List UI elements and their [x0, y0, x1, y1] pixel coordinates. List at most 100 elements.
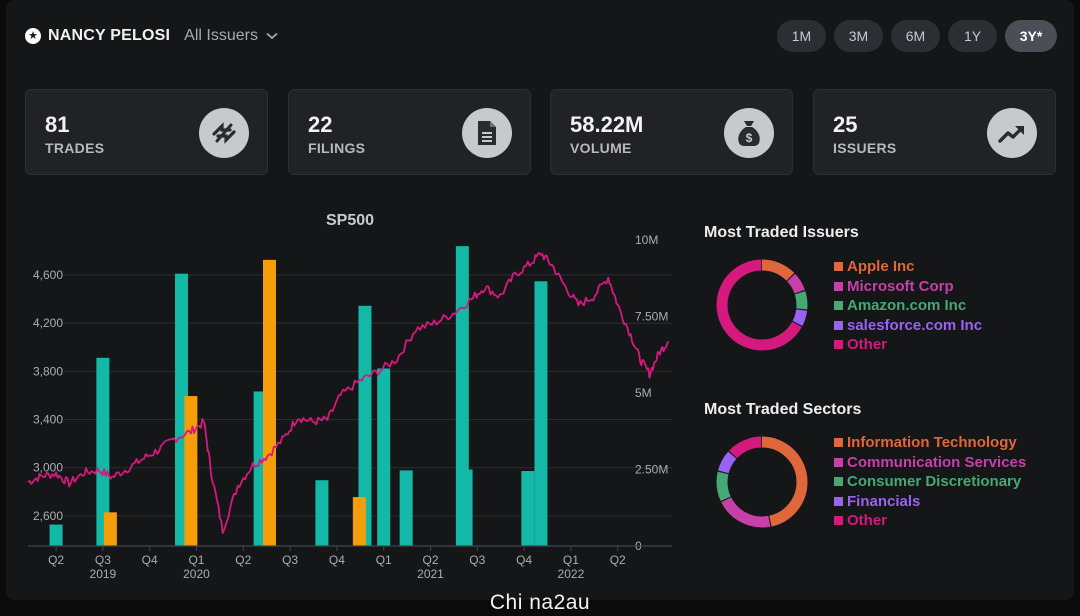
issuer-filter-label: All Issuers	[184, 27, 258, 44]
legend-swatch	[834, 496, 843, 506]
left-axis-tick: 3,800	[33, 364, 63, 378]
legend-item[interactable]: Apple Inc	[834, 257, 982, 277]
legend-swatch	[834, 457, 843, 467]
legend-label: Consumer Discretionary	[847, 473, 1022, 491]
legend-swatch	[834, 516, 843, 526]
stat-card-issuers: 25 ISSUERS	[813, 89, 1056, 175]
quarter-label: Q2	[610, 553, 626, 567]
document-icon	[462, 108, 512, 158]
left-axis-tick: 2,600	[33, 509, 63, 523]
quarter-label: Q3	[469, 553, 485, 567]
year-label: 2021	[417, 567, 444, 581]
donut-slice	[716, 259, 808, 351]
legend-item[interactable]: Amazon.com Inc	[834, 296, 982, 316]
stat-label: FILINGS	[308, 140, 366, 156]
volume-bar	[377, 368, 391, 546]
legend-swatch	[834, 262, 843, 272]
volume-bar	[263, 259, 276, 546]
sp500-line	[27, 252, 670, 535]
legend-label: Microsoft Corp	[847, 277, 954, 295]
right-axis-tick: 7.50M	[635, 310, 668, 324]
legend-swatch	[834, 320, 843, 330]
year-label: 2020	[183, 567, 210, 581]
legend-swatch	[834, 340, 843, 350]
legend-item[interactable]: salesforce.com Inc	[834, 316, 982, 336]
volume-bar	[521, 471, 535, 546]
quarter-label: Q4	[329, 553, 345, 567]
quarter-label: Q2	[235, 553, 251, 567]
right-axis-tick: 5M	[635, 386, 652, 400]
legend-label: Apple Inc	[847, 258, 915, 276]
chevron-down-icon	[266, 32, 278, 40]
period-button-1y[interactable]: 1Y	[948, 20, 997, 52]
arrows-exchange-icon	[199, 108, 249, 158]
legend-swatch	[834, 301, 843, 311]
stat-label: VOLUME	[570, 140, 632, 156]
year-label: 2019	[90, 567, 117, 581]
legend-label: Information Technology	[847, 434, 1017, 452]
volume-bar	[184, 396, 198, 546]
left-axis-tick: 3,400	[33, 413, 63, 427]
sp500-chart: SP500 4,600 4,200 3,800 3,400 3,000 2,600 10M 7…	[25, 206, 675, 586]
politician-name: NANCY PELOSI	[48, 27, 171, 44]
stat-label: TRADES	[45, 140, 105, 156]
issuer-filter-dropdown[interactable]: All Issuers	[184, 27, 278, 45]
volume-bar	[534, 281, 548, 546]
period-button-3m[interactable]: 3M	[834, 20, 883, 52]
legend-label: salesforce.com Inc	[847, 316, 983, 334]
legend-item[interactable]: Information Technology	[834, 433, 1026, 453]
stat-label: ISSUERS	[833, 140, 897, 156]
quarter-label: Q4	[142, 553, 158, 567]
legend-item[interactable]: Microsoft Corp	[834, 277, 982, 297]
quarter-label: Q3	[95, 553, 111, 567]
legend-label: Other	[847, 336, 888, 354]
legend-item[interactable]: Communication Services	[834, 453, 1026, 473]
volume-bar	[49, 524, 63, 546]
legend-item[interactable]: Consumer Discretionary	[834, 472, 1026, 492]
sectors-donut-chart[interactable]	[712, 432, 812, 532]
svg-text:$: $	[746, 131, 753, 145]
period-button-3y[interactable]: 3Y*	[1005, 20, 1057, 52]
chart-canvas[interactable]: 4,600 4,200 3,800 3,400 3,000 2,600 10M 7.50M 5M…	[25, 206, 675, 586]
period-button-6m[interactable]: 6M	[891, 20, 940, 52]
period-button-1m[interactable]: 1M	[777, 20, 826, 52]
trending-up-icon	[987, 108, 1037, 158]
stat-card-volume: 58.22M VOLUME $	[550, 89, 793, 175]
legend-swatch	[834, 438, 843, 448]
money-bag-icon: $	[724, 108, 774, 158]
donut-slice	[716, 259, 808, 351]
volume-bar	[103, 512, 117, 546]
stat-card-filings: 22 FILINGS	[288, 89, 531, 175]
stat-value: 25	[833, 112, 858, 137]
right-axis-tick: 2.50M	[635, 463, 668, 477]
legend-label: Financials	[847, 492, 921, 510]
sectors-legend: Information Technology Communication Ser…	[834, 433, 1026, 531]
legend-item[interactable]: Other	[834, 511, 1026, 531]
donut-slice	[716, 436, 808, 528]
volume-bar	[399, 470, 413, 546]
legend-swatch	[834, 477, 843, 487]
issuers-donut-chart[interactable]	[712, 255, 812, 355]
quarter-label: Q2	[48, 553, 64, 567]
header: ★ NANCY PELOSI All Issuers	[25, 24, 278, 48]
issuers-legend: Apple Inc Microsoft Corp Amazon.com Inc …	[834, 257, 982, 355]
volume-bar	[358, 305, 372, 546]
watermark-text: Chi na2au	[489, 591, 591, 614]
legend-label: Amazon.com Inc	[847, 297, 967, 315]
donut-slice	[716, 436, 808, 528]
quarter-label: Q3	[282, 553, 298, 567]
legend-item[interactable]: Other	[834, 335, 982, 355]
quarter-label: Q4	[516, 553, 532, 567]
year-label: 2022	[558, 567, 585, 581]
legend-item[interactable]: Financials	[834, 492, 1026, 512]
left-axis-tick: 3,000	[33, 461, 63, 475]
stat-value: 81	[45, 112, 70, 137]
quarter-label: Q1	[188, 553, 204, 567]
star-icon[interactable]: ★	[25, 28, 41, 44]
legend-label: Other	[847, 512, 888, 530]
issuers-title: Most Traded Issuers	[704, 224, 859, 241]
legend-label: Communication Services	[847, 453, 1027, 471]
period-selector: 1M 3M 6M 1Y 3Y*	[777, 20, 1057, 52]
volume-bar	[96, 357, 110, 546]
donut-slice	[716, 259, 808, 351]
